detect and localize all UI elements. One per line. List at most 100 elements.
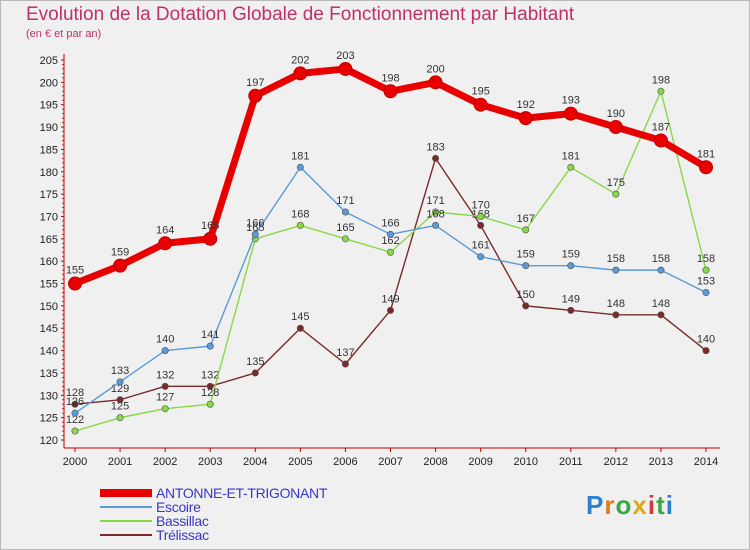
legend-label: Bassillac [156,513,209,529]
data-label-escoire: 140 [156,334,174,346]
data-label-antonne-et-trigonant: 181 [697,148,715,160]
data-point-bassillac [612,190,620,198]
data-point-trelissac [477,221,485,229]
x-tick-label: 2001 [108,456,132,468]
data-label-trelissac: 145 [291,311,309,323]
y-tick-label: 170 [40,211,58,223]
data-point-trelissac [341,360,349,368]
data-label-bassillac: 125 [111,401,129,413]
chart-title: Evolution de la Dotation Globale de Fonc… [26,4,575,25]
data-point-escoire [386,230,394,238]
data-label-escoire: 166 [246,217,264,229]
x-tick-label: 2000 [63,456,87,468]
data-point-antonne-et-trigonant [203,231,218,246]
y-tick-label: 185 [40,144,58,156]
data-label-trelissac: 140 [697,334,715,346]
data-label-trelissac: 149 [381,293,399,305]
y-tick-label: 120 [40,435,58,447]
data-point-trelissac [116,396,124,404]
x-tick-label: 2011 [559,456,583,468]
data-label-antonne-et-trigonant: 192 [517,99,535,111]
data-label-escoire: 141 [201,329,219,341]
legend-label: ANTONNE-ET-TRIGONANT [156,485,328,501]
data-label-antonne-et-trigonant: 198 [381,72,399,84]
y-tick-label: 160 [40,256,58,268]
x-tick-label: 2009 [468,456,492,468]
data-point-bassillac [161,405,169,413]
data-point-escoire [341,208,349,216]
data-label-bassillac: 127 [156,392,174,404]
data-label-bassillac: 175 [607,177,625,189]
data-point-bassillac [657,87,665,95]
y-tick-label: 145 [40,323,58,335]
data-point-trelissac [612,311,620,319]
data-label-trelissac: 132 [156,369,174,381]
data-label-antonne-et-trigonant: 193 [562,95,580,107]
data-label-antonne-et-trigonant: 202 [291,54,309,66]
y-tick-label: 165 [40,234,58,246]
data-point-trelissac [251,369,259,377]
y-tick-label: 175 [40,189,58,201]
legend-label: Escoire [156,499,201,515]
data-label-antonne-et-trigonant: 155 [66,265,84,277]
x-tick-label: 2002 [153,456,177,468]
data-label-trelissac: 150 [517,289,535,301]
x-tick-label: 2008 [423,456,447,468]
data-label-antonne-et-trigonant: 203 [336,50,354,62]
data-label-escoire: 153 [697,275,715,287]
data-point-bassillac [702,266,710,274]
x-tick-label: 2014 [694,456,718,468]
data-point-bassillac [206,400,214,408]
data-point-trelissac [161,382,169,390]
data-label-escoire: 168 [426,208,444,220]
data-label-escoire: 166 [381,217,399,229]
data-label-escoire: 161 [471,240,489,252]
data-point-trelissac [296,324,304,332]
data-point-antonne-et-trigonant [473,97,488,112]
y-tick-label: 155 [40,279,58,291]
legend-swatch [100,489,152,497]
x-tick-label: 2010 [513,456,537,468]
data-point-antonne-et-trigonant [113,258,128,273]
x-tick-label: 2005 [288,456,312,468]
x-tick-label: 2006 [333,456,357,468]
data-point-antonne-et-trigonant [338,61,353,76]
data-label-escoire: 159 [517,249,535,261]
data-label-antonne-et-trigonant: 195 [471,86,489,98]
y-tick-label: 140 [40,346,58,358]
data-label-escoire: 159 [562,249,580,261]
legend-swatch [100,506,152,508]
data-label-bassillac: 162 [381,235,399,247]
data-label-trelissac: 135 [246,356,264,368]
data-label-antonne-et-trigonant: 197 [246,77,264,89]
data-point-trelissac [206,382,214,390]
data-label-bassillac: 165 [336,222,354,234]
data-label-bassillac: 122 [66,414,84,426]
data-label-trelissac: 183 [426,141,444,153]
proxiti-logo: Proxiti [586,490,674,520]
data-label-bassillac: 171 [426,195,444,207]
data-point-trelissac [386,306,394,314]
data-label-bassillac: 165 [246,222,264,234]
legend-swatch [100,520,152,522]
data-label-trelissac: 149 [562,293,580,305]
data-label-escoire: 133 [111,365,129,377]
data-label-antonne-et-trigonant: 190 [607,108,625,120]
data-point-antonne-et-trigonant [383,84,398,99]
data-point-escoire [206,342,214,350]
data-point-trelissac [702,347,710,355]
data-point-antonne-et-trigonant [563,106,578,121]
data-label-antonne-et-trigonant: 200 [426,63,444,75]
data-point-antonne-et-trigonant [248,88,263,103]
chart-subtitle: (en € et par an) [26,28,102,40]
data-label-antonne-et-trigonant: 165 [201,220,219,232]
data-point-antonne-et-trigonant [699,160,713,175]
data-label-antonne-et-trigonant: 159 [111,247,129,259]
data-label-escoire: 126 [66,396,84,408]
data-point-trelissac [522,302,530,310]
y-tick-label: 150 [40,301,58,313]
y-tick-label: 180 [40,167,58,179]
data-point-bassillac [567,163,575,171]
data-point-antonne-et-trigonant [518,111,533,126]
